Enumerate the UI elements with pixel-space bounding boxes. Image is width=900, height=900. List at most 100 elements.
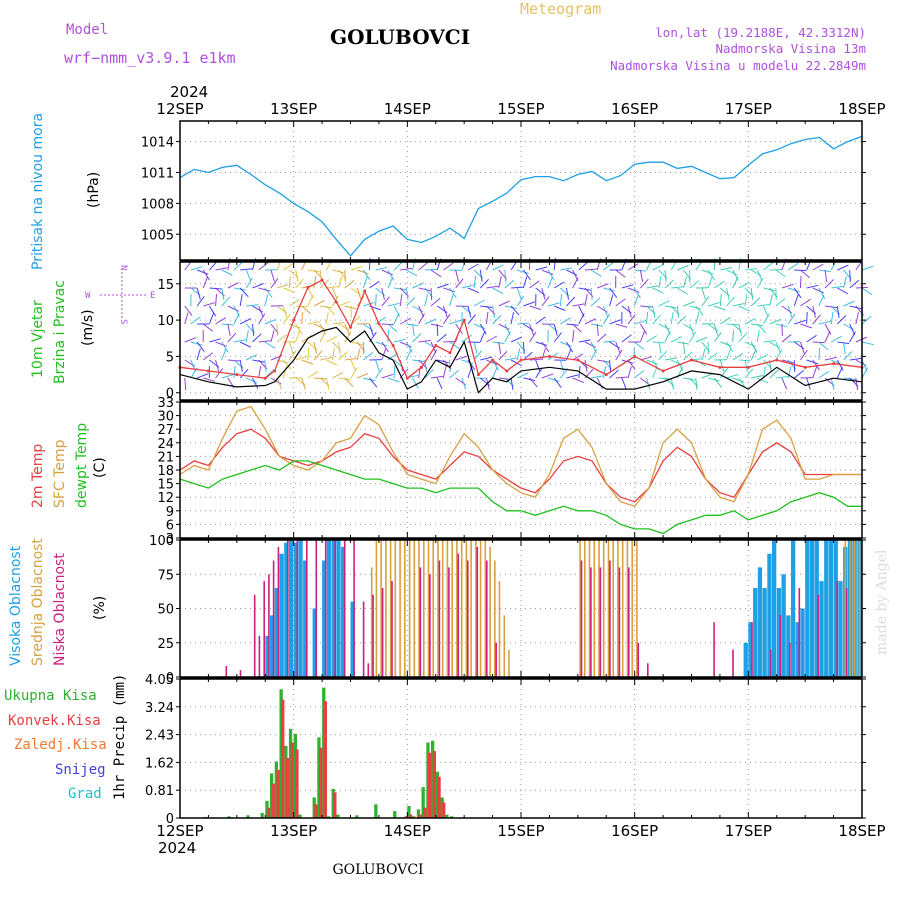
wind-barb (252, 359, 265, 363)
wind-barb (590, 349, 597, 361)
wind-barb (658, 300, 670, 307)
bar-ukupna-kisa (317, 737, 321, 818)
bar-niska-oblacnost (628, 567, 630, 677)
wind-barb (325, 312, 329, 325)
wind-barb (707, 302, 720, 307)
wind-barb (375, 367, 383, 379)
y-tick-label: 18 (157, 464, 174, 479)
bar-visoka-oblacnost (748, 622, 753, 677)
wind-barb (701, 348, 706, 361)
wind-barb (861, 341, 874, 346)
wind-barb (751, 323, 764, 327)
wind-barb (596, 333, 607, 343)
wind-barb (480, 356, 493, 361)
bar-srednja-oblacnost (621, 540, 624, 677)
wind-barb (713, 377, 723, 388)
wind-barb (246, 354, 258, 361)
wind-barb (566, 269, 578, 276)
wind-barb (338, 300, 350, 307)
wind-barb (461, 359, 474, 365)
bar-niska-oblacnost (732, 649, 734, 677)
compass-s: S (118, 319, 128, 324)
wind-barb (701, 295, 710, 307)
wind-barb (707, 377, 720, 382)
wind-barb (332, 371, 344, 379)
wind-barb (793, 294, 799, 307)
wind-barb (437, 283, 449, 289)
wind-barb (424, 318, 437, 325)
wind-barb (510, 312, 515, 325)
wind-barb (443, 340, 456, 343)
x-tick-label-top: 16SEP (611, 100, 658, 118)
wind-barb (332, 348, 335, 361)
wind-barb (184, 312, 189, 325)
wind-barb (590, 287, 593, 300)
wind-barb (572, 323, 582, 333)
y-tick-label: 12 (157, 491, 174, 506)
wind-barb (473, 323, 486, 330)
wind-barb (676, 315, 687, 325)
wind-barb (251, 323, 255, 336)
wind-barb (707, 269, 716, 281)
temp-unit: (C) (92, 457, 108, 478)
wind-barb (615, 341, 621, 354)
wind-barb (369, 377, 378, 388)
wind-barb (313, 350, 323, 361)
bar-niska-oblacnost (287, 540, 289, 677)
wind-barb (325, 377, 330, 390)
wind-barb (652, 287, 664, 294)
wind-barb (418, 261, 429, 271)
wind-barb (627, 366, 632, 379)
wind-barb (405, 348, 412, 361)
wind-barb (683, 301, 695, 307)
wind-barb (689, 305, 702, 310)
wind-barb (202, 352, 214, 361)
wind-barb (812, 314, 821, 325)
bar-srednja-oblacnost (385, 540, 387, 677)
wind-barb (621, 284, 634, 289)
wind-barb (596, 323, 599, 336)
precip-label-hail: Grad (68, 786, 102, 802)
wind-barb (837, 287, 849, 295)
wind-barb (295, 269, 299, 282)
wind-barb (787, 305, 793, 318)
wind-barb (233, 287, 246, 291)
wind-barb (208, 305, 217, 317)
bar-ukupna-kisa (298, 814, 302, 818)
wind-barb (750, 287, 754, 300)
bar-visoka-oblacnost (274, 588, 279, 677)
gust-point (491, 358, 495, 362)
axis-layer: 1005100810111014051015369121518212427303… (141, 100, 886, 840)
x-tick-label-bottom: 14SEP (384, 822, 431, 840)
x-tick-label-bottom: 16SEP (611, 822, 658, 840)
bar-srednja-oblacnost (460, 540, 463, 677)
wind-barb (744, 294, 748, 307)
bar-ukupna-kisa (246, 815, 250, 818)
wind-barb (682, 276, 688, 289)
wind-barb (504, 357, 517, 361)
bar-niska-oblacnost (713, 622, 715, 677)
wind-barb (510, 377, 514, 390)
precip-ylabel: 1hr Precip (mm) (112, 674, 128, 800)
wind-barb (824, 323, 832, 335)
bar-srednja-oblacnost (465, 540, 468, 677)
wind-barb (861, 287, 873, 296)
wind-barb (405, 287, 409, 300)
wind-barb (529, 280, 540, 289)
wind-barb (412, 377, 419, 389)
bar-srednja-oblacnost (636, 540, 638, 677)
wind-barb (763, 340, 776, 343)
wind-barb (695, 305, 704, 316)
wind-barb (215, 368, 224, 379)
wind-barb (455, 278, 464, 289)
wind-barb (640, 356, 653, 361)
y-tick-label: 15 (157, 278, 174, 293)
bar-konvek-kisa (314, 804, 318, 818)
wind-barb (239, 359, 243, 372)
wind-barb (553, 305, 566, 311)
wind-barb (726, 296, 735, 307)
bar-niska-oblacnost (362, 601, 365, 677)
bar-visoka-oblacnost (303, 560, 308, 677)
bar-niska-oblacnost (798, 588, 801, 677)
